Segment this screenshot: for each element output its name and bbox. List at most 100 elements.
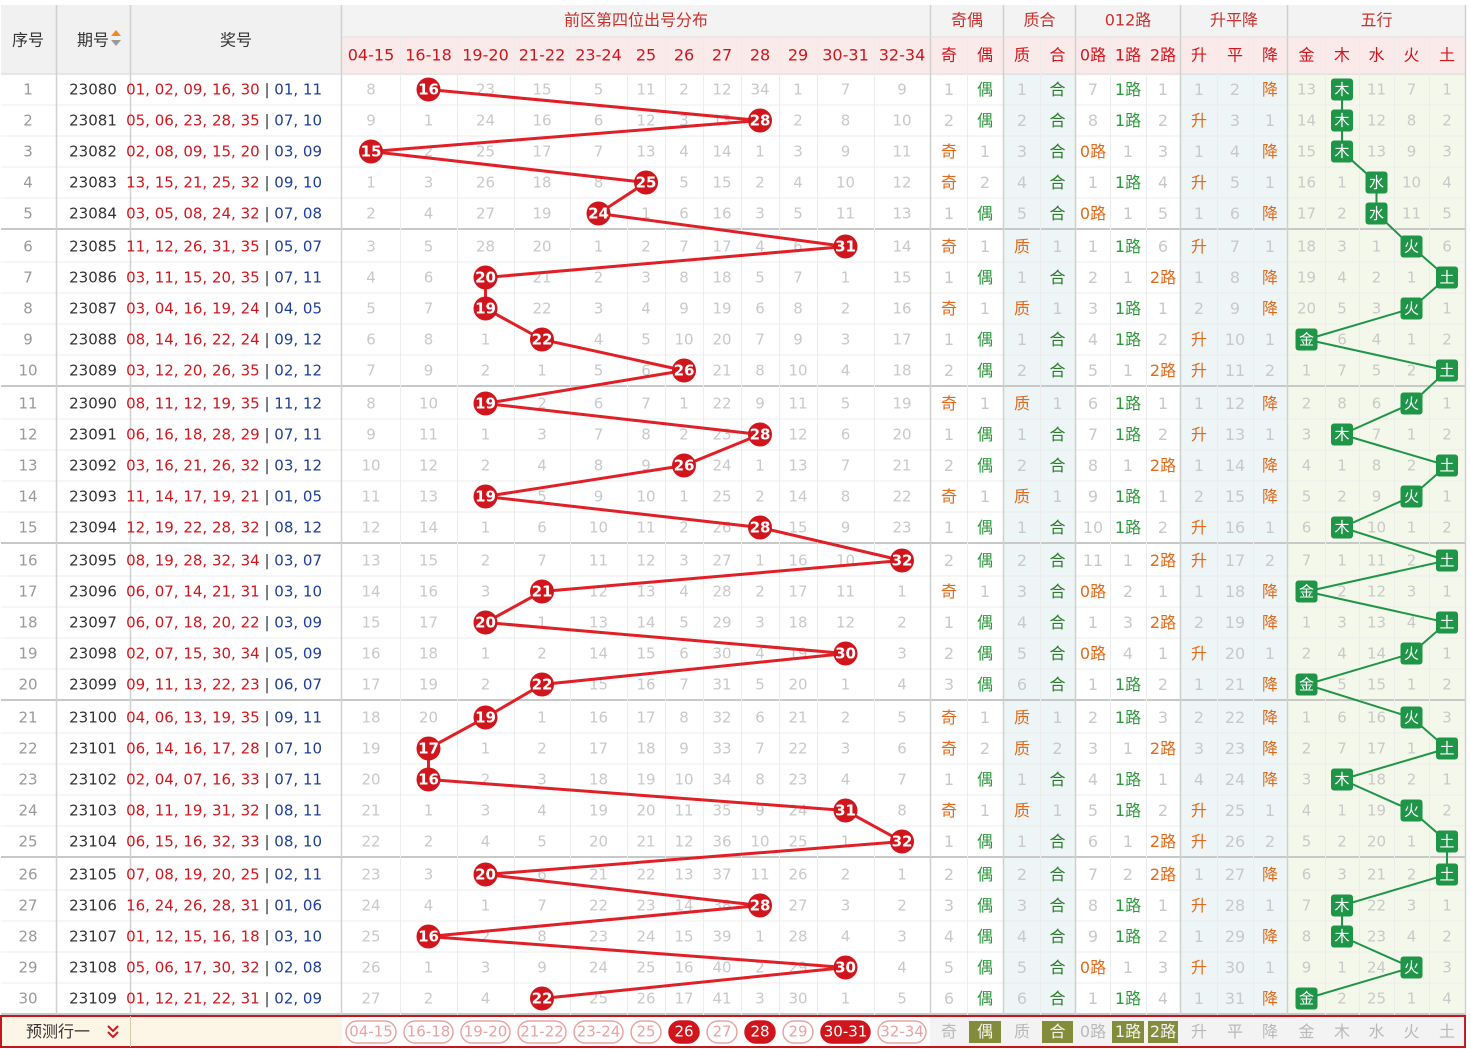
wuxing-miss-count: 18 xyxy=(1367,771,1386,789)
mod3-cell: 6 xyxy=(1158,237,1168,256)
bin-label: 28 xyxy=(750,46,770,65)
bin-miss-count: 10 xyxy=(892,112,911,130)
sub-label-trend: 平 xyxy=(1227,46,1243,65)
predict-bin-pill[interactable] xyxy=(668,1020,700,1044)
trend-cell: 3 xyxy=(1230,111,1240,130)
bin-miss-count: 5 xyxy=(793,205,803,223)
predict-bin-pill[interactable] xyxy=(744,1020,776,1044)
row-seq: 21 xyxy=(18,709,37,727)
bin-miss-count: 10 xyxy=(589,519,608,537)
mod3-cell: 1 xyxy=(1088,989,1098,1008)
hit-ball: 31 xyxy=(833,234,858,259)
wuxing-miss-count: 2 xyxy=(1442,426,1452,444)
hit-ball-circle xyxy=(833,641,858,666)
bin-miss-count: 8 xyxy=(679,709,689,727)
predict-bin-pill[interactable] xyxy=(403,1020,454,1044)
bin-miss-count: 9 xyxy=(755,802,765,820)
header-group-mod3: 012路 xyxy=(1105,11,1152,30)
row-issue: 23100 xyxy=(69,709,117,727)
mod3-cell: 1 xyxy=(1158,299,1168,318)
bin-miss-count: 1 xyxy=(481,519,491,537)
draw-divider: | xyxy=(260,488,275,506)
wuxing-badge-box xyxy=(1295,580,1318,603)
header-bg-groups xyxy=(342,5,1465,37)
trend-cell: 降 xyxy=(1262,80,1278,99)
predict-bin-pill[interactable] xyxy=(460,1020,511,1044)
hit-ball-circle xyxy=(473,862,498,887)
predict-bin-label: 04-15 xyxy=(349,1023,393,1041)
bin-miss-count: 5 xyxy=(755,676,765,694)
trend-cell: 1 xyxy=(1194,204,1204,223)
wuxing-miss-count: 20 xyxy=(1367,833,1386,851)
predict-bin-pill[interactable] xyxy=(630,1020,662,1044)
predict-bin-pill[interactable] xyxy=(877,1020,927,1044)
predict-bin-pill[interactable] xyxy=(345,1020,397,1044)
double-chevron-down-icon[interactable] xyxy=(107,1025,119,1039)
predict-bin-pill[interactable] xyxy=(706,1020,738,1044)
row-seq: 27 xyxy=(18,897,37,915)
mod3-cell: 1路 xyxy=(1115,896,1141,915)
bin-label: 30-31 xyxy=(822,46,869,65)
wuxing-badge-text: 土 xyxy=(1439,740,1454,758)
prime-cell: 4 xyxy=(1017,173,1027,192)
bin-miss-count: 27 xyxy=(788,897,807,915)
row-draw-numbers: 08, 14, 16, 22, 24 | 09, 12 xyxy=(126,331,322,349)
wuxing-miss-count: 2 xyxy=(1337,990,1347,1008)
back-numbers: 03, 07 xyxy=(274,552,322,570)
trend-cell: 8 xyxy=(1230,268,1240,287)
predict-bin-pill[interactable] xyxy=(573,1020,624,1044)
trend-cell: 22 xyxy=(1225,708,1245,727)
wuxing-miss-count: 1 xyxy=(1302,709,1312,727)
mod3-cell: 8 xyxy=(1088,896,1098,915)
bin-miss-count: 16 xyxy=(589,709,608,727)
hit-ball-number: 22 xyxy=(532,676,553,694)
bin-miss-count: 12 xyxy=(836,614,855,632)
back-numbers: 01, 11 xyxy=(274,81,322,99)
wuxing-badge: 土 xyxy=(1436,454,1458,477)
parity-cell: 偶 xyxy=(977,958,993,977)
mod3-cell: 4 xyxy=(1158,173,1168,192)
prime-cell: 1 xyxy=(1017,80,1027,99)
prime-cell: 1 xyxy=(1017,268,1027,287)
hit-ball-number: 28 xyxy=(750,112,771,130)
wuxing-miss-count: 18 xyxy=(1297,238,1316,256)
mod3-cell: 1路 xyxy=(1115,518,1141,537)
back-numbers: 03, 09 xyxy=(274,143,322,161)
wuxing-badge: 火 xyxy=(1400,485,1423,508)
wuxing-miss-count: 23 xyxy=(1367,928,1386,946)
trend-cell: 升 xyxy=(1191,644,1207,663)
trend-cell: 2 xyxy=(1194,299,1204,318)
bin-miss-count: 16 xyxy=(636,676,655,694)
bin-miss-count: 25 xyxy=(361,928,380,946)
back-numbers: 01, 06 xyxy=(274,897,322,915)
mod3-cell: 5 xyxy=(1088,801,1098,820)
wuxing-miss-count: 2 xyxy=(1302,645,1312,663)
predict-bin-pill[interactable] xyxy=(820,1020,871,1044)
hit-ball: 26 xyxy=(672,358,696,383)
row-issue: 23102 xyxy=(69,771,117,789)
wuxing-badge-text: 木 xyxy=(1334,771,1349,789)
wuxing-miss-count: 1 xyxy=(1407,269,1417,287)
header-bg-sub xyxy=(342,37,1465,73)
trend-cell: 5 xyxy=(1230,173,1240,192)
bin-miss-count: 19 xyxy=(892,395,911,413)
bin-miss-count: 2 xyxy=(537,645,547,663)
wuxing-badge-box xyxy=(1400,799,1423,822)
bin-miss-count: 8 xyxy=(641,426,651,444)
mod3-cell: 7 xyxy=(1088,425,1098,444)
parity-cell: 奇 xyxy=(941,394,957,413)
bin-miss-count: 1 xyxy=(424,112,434,130)
back-numbers: 03, 10 xyxy=(274,583,322,601)
mod3-cell: 2路 xyxy=(1150,739,1176,758)
sort-arrows-icon[interactable] xyxy=(111,30,121,46)
bin-miss-count: 1 xyxy=(755,552,765,570)
row-draw-numbers: 13, 15, 21, 25, 32 | 09, 10 xyxy=(126,174,322,192)
predict-bin-pill[interactable] xyxy=(517,1020,567,1044)
wuxing-badge-text: 火 xyxy=(1404,395,1419,413)
trend-cell: 1 xyxy=(1194,142,1204,161)
bin-miss-count: 12 xyxy=(712,81,731,99)
predict-bin-pill[interactable] xyxy=(782,1020,814,1044)
mod3-cell: 1 xyxy=(1088,613,1098,632)
parity-cell: 1 xyxy=(980,394,990,413)
wuxing-badge: 火 xyxy=(1400,956,1423,979)
